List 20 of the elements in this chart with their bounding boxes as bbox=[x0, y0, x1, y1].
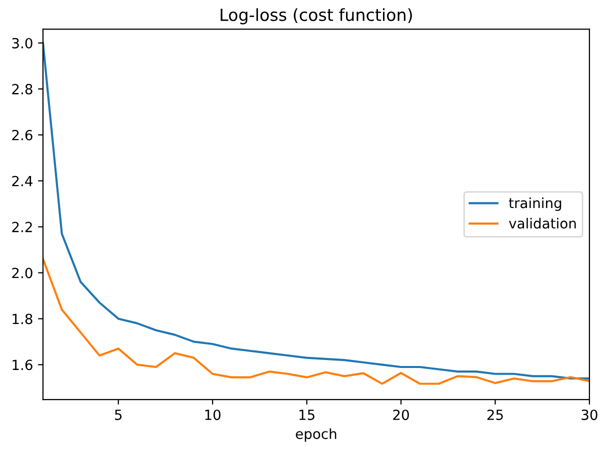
x-tick-label: 5 bbox=[115, 410, 122, 420]
line-series bbox=[42, 258, 590, 385]
x-tick-label: 10 bbox=[205, 410, 220, 420]
x-tick-label: 20 bbox=[393, 410, 409, 420]
y-tick-label: 2.2 bbox=[12, 222, 32, 232]
legend-label: training bbox=[508, 197, 562, 211]
y-tick-label: 1.8 bbox=[12, 314, 32, 324]
y-tick-label: 3.0 bbox=[12, 38, 32, 48]
y-tick-label: 2.0 bbox=[12, 268, 32, 278]
y-tick-label: 1.6 bbox=[12, 360, 32, 370]
y-tick-label: 2.6 bbox=[12, 130, 32, 140]
legend-label: validation bbox=[508, 218, 576, 229]
x-tick-label: 15 bbox=[299, 410, 314, 420]
x-axis-title: epoch bbox=[296, 428, 336, 442]
y-tick-label: 2.8 bbox=[12, 84, 32, 94]
x-tick-label: 30 bbox=[582, 410, 598, 420]
x-tick-label: 25 bbox=[487, 410, 503, 420]
y-tick-label: 2.4 bbox=[12, 176, 32, 186]
line-series bbox=[42, 42, 590, 380]
chart-title: Log-loss (cost function) bbox=[220, 8, 412, 24]
